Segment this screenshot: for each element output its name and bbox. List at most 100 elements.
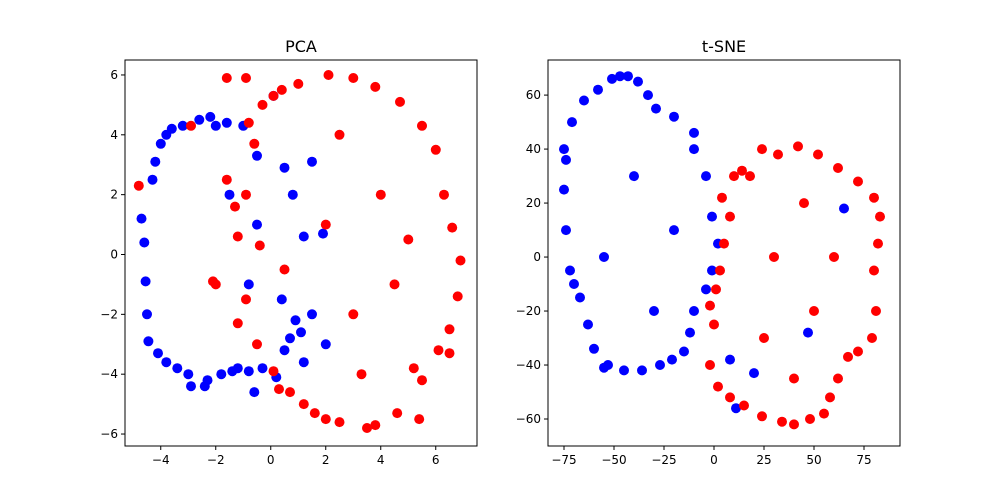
scatter-point-s0-2	[140, 276, 151, 287]
points-group	[133, 70, 466, 433]
scatter-point-s1-39	[221, 174, 232, 185]
scatter-point-s1-45	[279, 264, 290, 275]
scatter-point-s0-37	[803, 327, 813, 338]
scatter-point-s0-43	[669, 225, 679, 236]
scatter-point-s1-24	[392, 408, 403, 419]
x-tick-label: 0	[710, 453, 718, 467]
scatter-point-s1-11	[871, 306, 881, 316]
scatter-point-s0-28	[567, 117, 577, 128]
scatter-point-s1-13	[417, 120, 427, 131]
y-tick-label: 0	[110, 247, 118, 261]
scatter-point-s1-28	[711, 284, 721, 295]
scatter-point-s0-3	[142, 309, 152, 320]
scatter-point-s1-31	[725, 211, 735, 222]
scatter-point-s1-38	[232, 231, 243, 242]
scatter-point-s0-39	[749, 368, 759, 379]
scatter-point-s0-47	[318, 228, 328, 239]
chart-title: t-SNE	[702, 37, 746, 56]
scatter-point-s1-16	[447, 222, 458, 233]
scatter-point-s0-27	[559, 144, 569, 155]
scatter-point-s1-28	[320, 414, 331, 425]
scatter-point-s0-29	[579, 95, 589, 106]
scatter-point-s1-18	[452, 291, 463, 302]
scatter-point-s1-43	[254, 240, 265, 251]
x-tick-label: −50	[601, 453, 626, 467]
scatter-point-s0-10	[161, 357, 172, 368]
x-tick-label: 25	[756, 453, 771, 467]
scatter-point-s1-14	[430, 144, 441, 155]
scatter-point-s1-31	[285, 387, 295, 398]
scatter-point-s0-7	[153, 348, 163, 359]
scatter-point-s0-41	[649, 306, 659, 316]
scatter-point-s1-42	[249, 138, 260, 149]
scatter-point-s1-48	[320, 219, 331, 230]
axes-frame	[547, 59, 901, 447]
scatter-point-s0-31	[607, 73, 617, 84]
scatter-point-s0-30	[593, 84, 603, 95]
scatter-point-s1-30	[719, 238, 729, 249]
x-tick-label: −2	[207, 453, 225, 467]
scatter-point-s0-9	[707, 211, 717, 222]
scatter-point-s1-26	[362, 423, 372, 433]
scatter-point-s0-33	[285, 333, 295, 344]
scatter-point-s1-29	[309, 408, 320, 419]
scatter-point-s1-0	[133, 180, 144, 191]
scatter-point-s0-2	[633, 76, 643, 87]
scatter-point-s0-38	[839, 203, 849, 214]
scatter-point-s1-22	[739, 400, 749, 411]
scatter-point-s0-31	[279, 162, 290, 173]
scatter-point-s0-26	[559, 184, 569, 195]
scatter-point-s0-21	[589, 343, 599, 354]
scatter-point-s1-30	[298, 399, 309, 410]
scatter-point-s1-19	[444, 324, 455, 335]
scatter-point-s1-9	[323, 70, 334, 80]
scatter-point-s0-45	[243, 279, 254, 290]
scatter-point-s1-23	[414, 414, 425, 425]
scatter-point-s1-9	[873, 238, 883, 249]
scatter-point-s1-33	[729, 171, 739, 182]
scatter-point-s0-42	[599, 252, 609, 262]
y-tick-label: −4	[100, 367, 118, 381]
scatter-point-s1-12	[867, 333, 877, 343]
chart-panel-1: t-SNE −75 −50 −25 0 25 50 75 −60 −40 −20 0 20 40 60	[516, 37, 901, 467]
scatter-point-s1-2	[221, 73, 232, 83]
scatter-point-s1-41	[208, 276, 218, 287]
scatter-point-s1-34	[737, 165, 747, 176]
x-tick-label: −75	[551, 453, 576, 467]
y-tick-label: 6	[110, 68, 118, 82]
scatter-point-s0-16	[667, 354, 677, 365]
scatter-point-s0-27	[249, 387, 260, 398]
scatter-point-s0-0	[136, 213, 147, 224]
x-tick-label: 2	[322, 453, 330, 467]
scatter-point-s1-36	[809, 306, 819, 316]
scatter-point-s1-20	[777, 416, 787, 427]
y-tick-label: −6	[100, 427, 118, 441]
scatter-point-s0-1	[623, 71, 633, 82]
scatter-point-s0-6	[689, 127, 699, 138]
chart-title: PCA	[285, 37, 317, 56]
y-tick-label: 40	[526, 142, 541, 156]
scatter-point-s1-1	[757, 144, 767, 155]
axes-frame	[124, 59, 478, 447]
scatter-point-s0-19	[205, 111, 216, 122]
scatter-point-s1-13	[853, 346, 863, 357]
scatter-point-s0-44	[276, 294, 287, 305]
scatter-point-s0-6	[150, 156, 161, 167]
y-tick-label: 4	[110, 128, 118, 142]
scatter-point-s1-8	[293, 78, 304, 89]
scatter-point-s1-47	[375, 189, 386, 200]
scatter-point-s1-40	[789, 373, 799, 384]
scatter-point-s0-8	[155, 138, 166, 149]
x-tick-label: 0	[267, 453, 275, 467]
scatter-point-s1-52	[356, 369, 367, 380]
scatter-point-s0-15	[679, 346, 689, 357]
y-tick-label: 0	[533, 250, 541, 264]
scatter-point-s1-18	[805, 414, 815, 424]
scatter-point-s1-10	[869, 265, 879, 276]
scatter-point-s1-8	[875, 211, 885, 222]
scatter-point-s1-21	[444, 348, 455, 359]
scatter-point-s0-24	[565, 265, 575, 276]
scatter-point-s0-8	[701, 171, 711, 182]
y-tick-label: −60	[516, 412, 541, 426]
